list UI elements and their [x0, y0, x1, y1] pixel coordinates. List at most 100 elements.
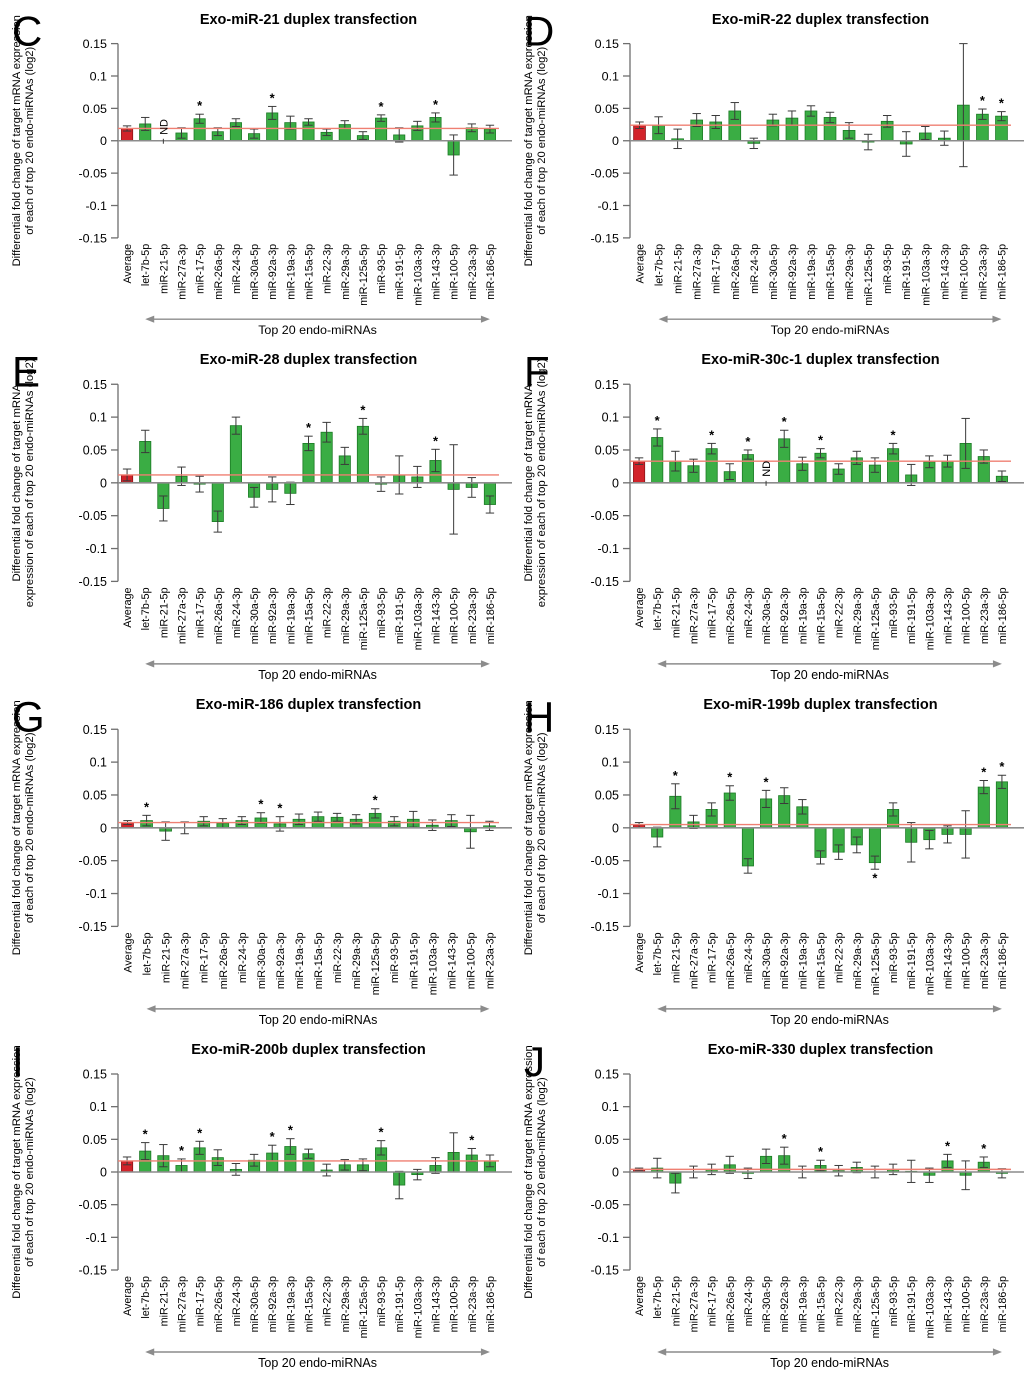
panel-G-chart: G Exo-miR-186 duplex transfection Differen… [11, 693, 512, 1027]
x-tick-label: miR-21-5p [673, 244, 685, 294]
range-arrow [657, 1348, 1002, 1356]
x-tick-label: miR-27a-3p [176, 244, 188, 300]
x-tick-label: Average [634, 1276, 646, 1316]
significance-asterisk: * [379, 1125, 385, 1140]
error-bar [816, 850, 825, 865]
y-tick-label: 0.15 [83, 378, 107, 392]
x-tick-label: miR-19a-3p [797, 1276, 809, 1332]
x-tick-label: miR-23a-3p [979, 587, 991, 644]
x-tick-label: miR-92a-3p [267, 1276, 279, 1332]
x-tick-label: miR-26a-5p [730, 244, 742, 300]
x-tick-label: miR-21-5p [670, 932, 682, 983]
error-bar [961, 810, 970, 859]
nd-label: ND [761, 461, 773, 477]
x-tick-label: miR-17-5p [711, 244, 723, 294]
y-tick-label: 0.15 [83, 1068, 107, 1082]
y-tick-label: 0.15 [595, 1068, 619, 1082]
x-tick-label: miR-27a-3p [180, 932, 192, 989]
x-tick-label: Average [122, 244, 134, 284]
x-tick-label: let-7b-5p [654, 244, 666, 286]
error-bar [213, 510, 222, 533]
x-tick-label: let-7b-5p [140, 587, 152, 630]
x-tick-label: miR-19a-3p [797, 587, 809, 644]
x-tick-label: miR-143-3p [446, 932, 458, 989]
x-tick-label: miR-19a-3p [285, 244, 297, 300]
significance-asterisk: * [673, 768, 679, 783]
y-tick-label: 0.05 [595, 443, 619, 457]
error-bar [888, 442, 898, 455]
y-axis-label: of each of top 20 endo-miRNAs (log2) [536, 732, 548, 923]
x-tick-label: miR-125a-5p [370, 932, 382, 995]
nd-label: ND [158, 119, 170, 135]
error-bar [376, 114, 386, 122]
y-tick-label: -0.1 [597, 887, 619, 901]
arrow-label: Top 20 endo-miRNAs [258, 1356, 377, 1370]
x-tick-label: miR-23a-3p [467, 244, 479, 300]
panel-title: Exo-miR-330 duplex transfection [708, 1042, 934, 1058]
x-tick-label: miR-15a-5p [304, 587, 316, 644]
error-bar [978, 108, 987, 120]
error-bar [852, 450, 861, 465]
x-tick-label: Average [122, 1276, 134, 1316]
x-tick-label: miR-30a-5p [761, 932, 773, 989]
x-tick-label: miR-186-5p [485, 587, 497, 644]
x-tick-label: miR-24-3p [743, 587, 755, 638]
panel-D-chart: D Exo-miR-22 duplex transfection Different… [523, 8, 1024, 337]
x-tick-label: miR-186-5p [996, 244, 1008, 300]
error-bar [725, 463, 734, 481]
error-bar [798, 456, 807, 471]
arrow-label: Top 20 endo-miRNAs [771, 323, 890, 337]
x-tick-label: miR-23a-3p [467, 587, 479, 644]
panel-H-chart: H Exo-miR-199b duplex transfection Differe… [523, 693, 1024, 1027]
x-tick-label: miR-27a-3p [689, 932, 701, 989]
x-tick-label: miR-92a-3p [267, 244, 279, 300]
x-tick-label: miR-125a-5p [870, 1276, 882, 1338]
x-tick-label: miR-30a-5p [249, 1276, 261, 1332]
significance-asterisk: * [270, 1129, 276, 1144]
error-bar [870, 457, 880, 473]
error-bar [286, 1138, 295, 1155]
y-tick-label: -0.05 [79, 509, 107, 523]
error-bar [943, 1153, 952, 1168]
y-axis-label: of each of top 20 endo-miRNAs (log2) [536, 1077, 548, 1267]
error-bar [780, 787, 789, 805]
y-tick-label: 0.15 [595, 378, 619, 392]
error-bar [959, 43, 968, 168]
error-bar [653, 1157, 662, 1179]
x-tick-label: miR-29a-3p [340, 244, 352, 300]
y-tick-label: 0.15 [595, 723, 619, 737]
y-axis-label: Differential fold change of target mRNA … [11, 15, 23, 266]
arrow-label: Top 20 endo-miRNAs [258, 323, 377, 337]
error-bar [213, 1149, 222, 1166]
significance-asterisk: * [891, 427, 897, 442]
x-tick-label: miR-103a-3p [920, 244, 932, 306]
x-tick-label: miR-17-5p [707, 932, 719, 983]
error-bar [907, 822, 916, 863]
error-bar [979, 780, 988, 795]
x-tick-label: Average [634, 244, 646, 284]
panel-letter: J [524, 1038, 545, 1085]
x-tick-label: miR-143-3p [943, 587, 955, 644]
y-tick-label: 0.05 [83, 788, 107, 802]
x-tick-label: miR-22-3p [834, 932, 846, 983]
x-tick-label: miR-125a-5p [870, 587, 882, 650]
significance-asterisk: * [999, 759, 1005, 774]
x-tick-label: let-7b-5p [652, 587, 664, 630]
x-tick-label: miR-21-5p [158, 587, 170, 638]
significance-asterisk: * [818, 433, 824, 448]
significance-asterisk: * [764, 774, 770, 789]
significance-asterisk: * [379, 99, 385, 114]
x-tick-label: miR-143-3p [431, 587, 443, 644]
error-bar [834, 463, 843, 475]
x-tick-label: miR-186-5p [485, 1276, 497, 1332]
error-bar [961, 1160, 970, 1191]
error-bar [834, 1164, 843, 1177]
error-bar [806, 105, 816, 117]
y-tick-label: 0 [612, 821, 619, 835]
y-tick-label: 0 [612, 476, 619, 490]
significance-asterisk: * [782, 414, 788, 429]
error-bar [725, 1155, 734, 1174]
x-tick-label: miR-186-5p [997, 932, 1009, 989]
error-bar [141, 429, 150, 454]
